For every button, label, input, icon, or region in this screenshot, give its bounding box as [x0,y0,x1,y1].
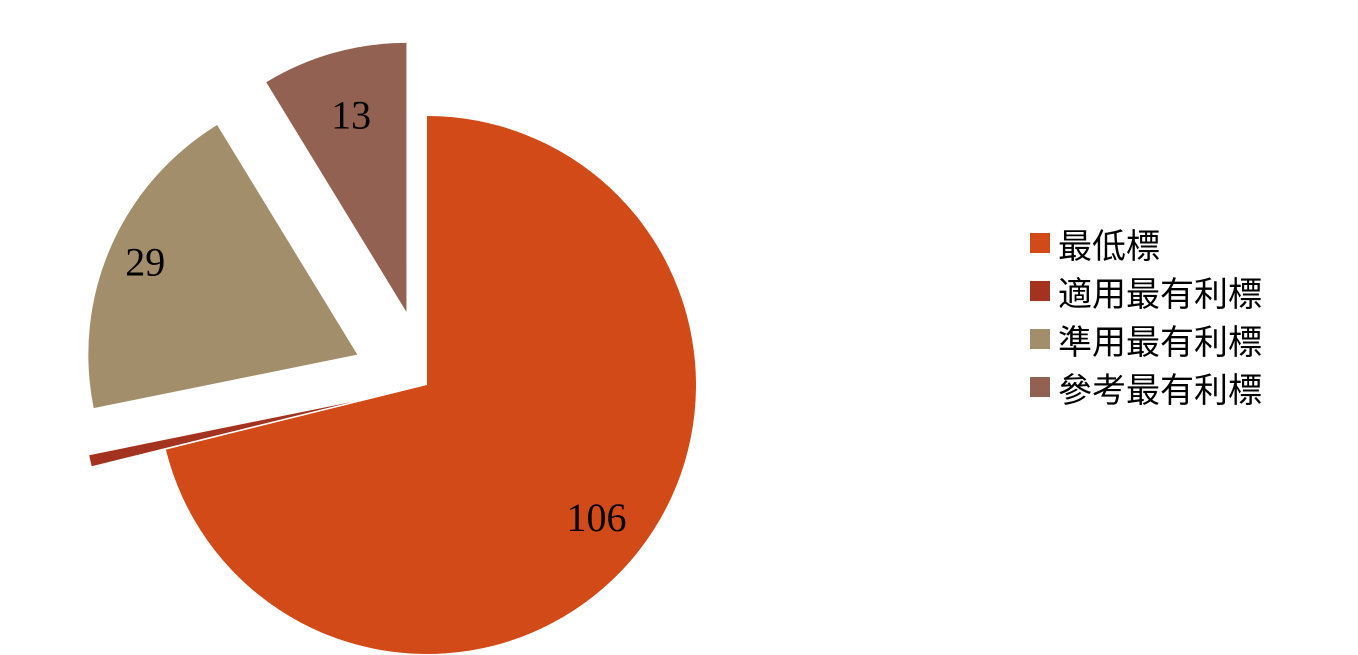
legend-item: 最低標 [1030,219,1262,267]
data-label: 29 [125,240,165,285]
legend-label: 最低標 [1058,226,1160,267]
pie-slice [266,42,407,312]
legend-label: 準用最有利標 [1058,322,1262,363]
legend: 最低標適用最有利標 準用最有利標 參考最有利標 [1030,219,1262,411]
legend-swatch [1030,281,1050,301]
legend-item: 參考最有利標 [1030,363,1262,411]
legend-item: 適用最有利標 [1030,267,1262,315]
pie-slice [89,401,353,467]
data-label: 13 [331,93,371,138]
legend-label: 適用最有利標 [1058,274,1262,315]
pie-slice [165,116,697,654]
legend-swatch [1030,377,1050,397]
legend-label: 參考最有利標 [1058,370,1262,411]
pie-slice [88,125,358,409]
legend-swatch [1030,329,1050,349]
data-label: 106 [566,495,626,540]
legend-item: 準用最有利標 [1030,315,1262,363]
legend-swatch [1030,233,1050,253]
